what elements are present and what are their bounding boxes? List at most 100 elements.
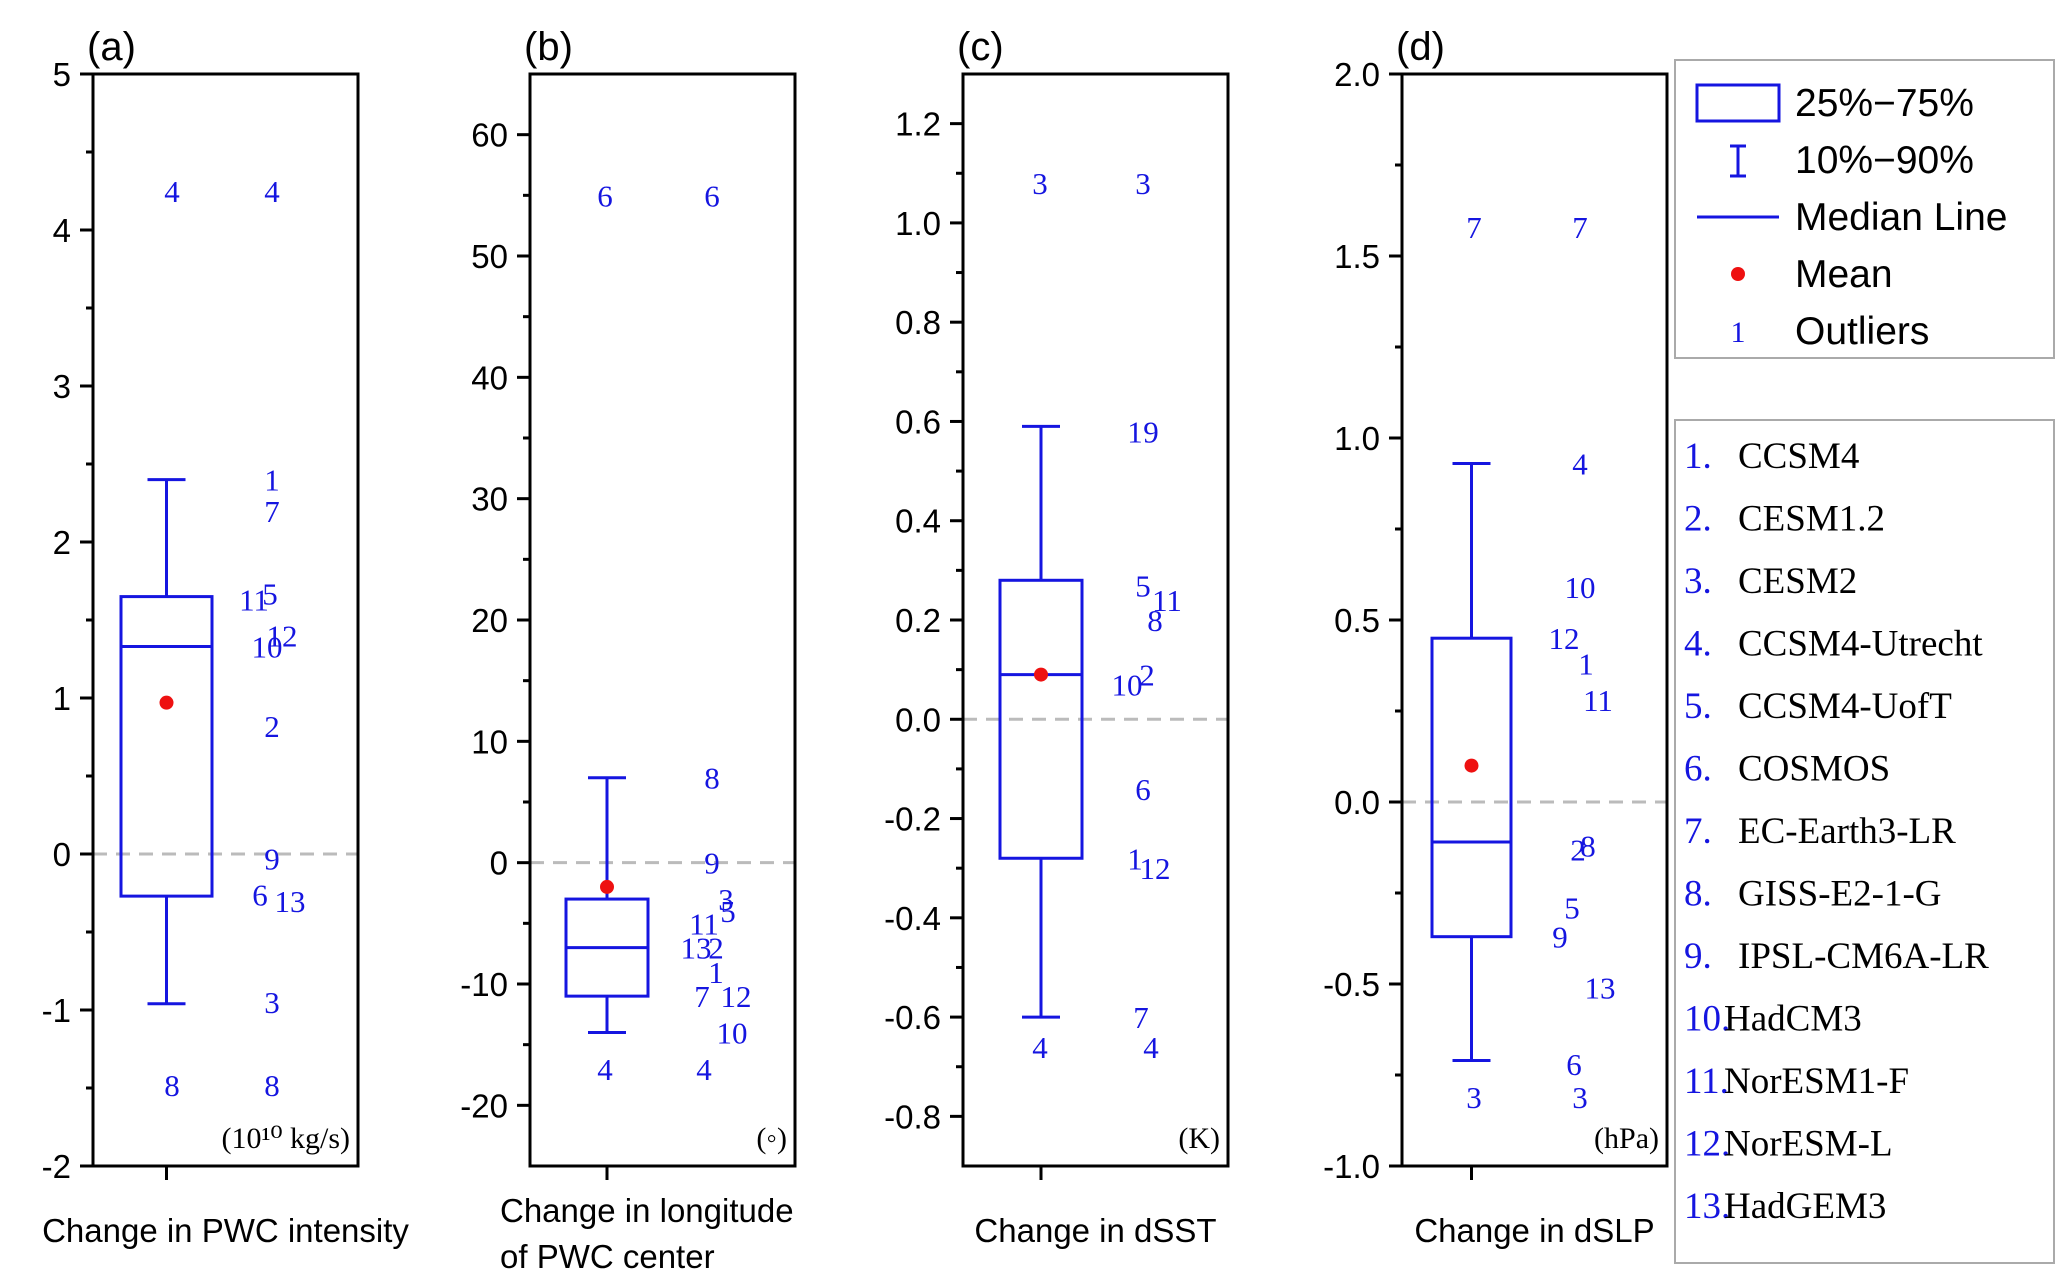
model-point-label: 1 <box>1127 414 1143 449</box>
model-point-label: 4 <box>264 174 280 209</box>
legend-frame <box>1674 59 2055 359</box>
y-tick-label: 0.2 <box>895 602 941 639</box>
model-list-item: 7. EC-Earth3-LR <box>1684 811 1956 852</box>
mean-point <box>600 879 614 894</box>
legend-symbol-text: 1 <box>1731 316 1746 349</box>
box-extreme-label: 6 <box>597 178 613 213</box>
y-tick-label: -0.4 <box>884 900 941 937</box>
y-tick-label: -1.0 <box>1323 1148 1380 1185</box>
model-point-label: 4 <box>1143 1030 1159 1065</box>
model-name: CESM2 <box>1738 561 1857 602</box>
y-tick-label: -0.2 <box>884 801 941 838</box>
box-extreme-label: 3 <box>1466 1080 1482 1115</box>
panel-label: (d) <box>1396 25 1445 69</box>
y-tick-label: -10 <box>460 966 508 1003</box>
model-point-label: 6 <box>1566 1047 1582 1082</box>
y-tick-label: 1.5 <box>1334 238 1380 275</box>
model-point-label: 9 <box>1143 414 1159 449</box>
y-tick-label: -1 <box>42 992 71 1029</box>
unit-label: (10¹⁰ kg/s) <box>221 1122 350 1155</box>
iqr-box <box>1430 636 1513 939</box>
panel-label: (b) <box>524 25 573 69</box>
model-list-item: 5. CCSM4-UofT <box>1684 686 1952 727</box>
model-number: 6. <box>1684 749 1712 790</box>
model-point-label: 2 <box>264 709 280 744</box>
model-point-label: 3 <box>264 985 280 1020</box>
model-list-item: 13.HadGEM3 <box>1684 1186 1886 1227</box>
model-name: CCSM4-Utrecht <box>1738 624 1983 665</box>
model-point-label: 11 <box>1583 683 1613 718</box>
model-point-label: 3 <box>718 882 734 917</box>
model-name: IPSL-CM6A-LR <box>1738 936 1989 977</box>
y-tick-label: 0.4 <box>895 503 941 540</box>
y-tick-label: 0 <box>53 836 71 873</box>
legend-label: 25%−75% <box>1795 82 1974 125</box>
model-point-label: 8 <box>704 761 720 796</box>
model-number: 3. <box>1684 561 1712 602</box>
model-point-label: 1 <box>1127 841 1143 876</box>
model-point-label: 10 <box>1112 668 1143 703</box>
box-extreme-label: 3 <box>1032 166 1048 201</box>
model-point-label: 12 <box>1140 851 1171 886</box>
model-number: 2. <box>1684 499 1712 540</box>
model-point-label: 2 <box>1139 658 1155 693</box>
model-point-label: 5 <box>262 576 278 611</box>
panel-d: -1.0 -0.5 0.0 0.5 1.0 1.5 2.0 (d) Change in dSLP… <box>1323 25 1669 1249</box>
legend-symbol-box <box>1695 83 1781 123</box>
box-extreme-label: 4 <box>1032 1030 1048 1065</box>
y-tick-label: 20 <box>471 602 508 639</box>
legend-label: Mean <box>1795 253 1893 296</box>
x-axis-label: Change in longitude <box>500 1192 794 1229</box>
plot-frame <box>1400 72 1669 1168</box>
model-point-label: 10 <box>252 630 283 665</box>
model-name: EC-Earth3-LR <box>1738 811 1956 852</box>
legend-symbol-dot <box>1731 267 1745 281</box>
model-point-label: 1 <box>1578 647 1594 682</box>
model-point-label: 9 <box>704 846 720 881</box>
model-number: 12. <box>1684 1124 1730 1165</box>
model-point-label: 5 <box>720 894 736 929</box>
y-tick-label: 1.0 <box>895 205 941 242</box>
unit-label: (K) <box>1178 1122 1220 1155</box>
y-tick-label: -0.6 <box>884 999 941 1036</box>
panel-c: -0.8 -0.6 -0.4 -0.2 0.0 0.2 0.4 0.6 0.8 1.0 1.2 (c)… <box>884 25 1230 1249</box>
model-point-label: 12 <box>267 619 298 654</box>
model-point-label: 7 <box>264 494 280 529</box>
x-axis-label: Change in dSLP <box>1414 1212 1654 1249</box>
model-point-label: 11 <box>239 583 269 618</box>
panel-label: (c) <box>957 25 1004 69</box>
model-name: HadGEM3 <box>1724 1186 1886 1227</box>
y-tick-label: 60 <box>471 117 508 154</box>
y-tick-label: -20 <box>460 1087 508 1124</box>
plot-frame <box>961 72 1230 1168</box>
y-tick-label: -2 <box>42 1148 71 1185</box>
model-point-label: 1 <box>708 955 724 990</box>
model-point-label: 2 <box>708 931 724 966</box>
model-point-label: 8 <box>1580 829 1596 864</box>
model-point-label: 3 <box>1135 166 1151 201</box>
iqr-box <box>998 578 1084 860</box>
model-point-label: 10 <box>1565 570 1596 605</box>
box-extreme-label: 7 <box>1466 210 1482 245</box>
y-tick-label: 50 <box>471 238 508 275</box>
model-name: CCSM4 <box>1738 436 1859 477</box>
y-tick-label: 3 <box>53 368 71 405</box>
model-point-label: 1 <box>264 463 280 498</box>
model-number: 1. <box>1684 436 1712 477</box>
legend-label: 10%−90% <box>1795 139 1974 182</box>
mean-point <box>1464 758 1479 773</box>
panel-label: (a) <box>87 25 136 69</box>
model-list-item: 11.NorESM1-F <box>1684 1061 1909 1102</box>
model-list-item: 3. CESM2 <box>1684 561 1857 602</box>
y-tick-label: 0.0 <box>895 701 941 738</box>
unit-label: (◦) <box>756 1122 787 1155</box>
model-list-item: 6. COSMOS <box>1684 749 1890 790</box>
model-number: 7. <box>1684 811 1712 852</box>
y-tick-label: 40 <box>471 359 508 396</box>
model-point-label: 6 <box>704 178 720 213</box>
model-point-label: 6 <box>1135 772 1151 807</box>
model-point-label: 2 <box>1570 832 1586 867</box>
x-axis-label: Change in dSST <box>974 1212 1216 1249</box>
model-point-label: 13 <box>681 931 712 966</box>
